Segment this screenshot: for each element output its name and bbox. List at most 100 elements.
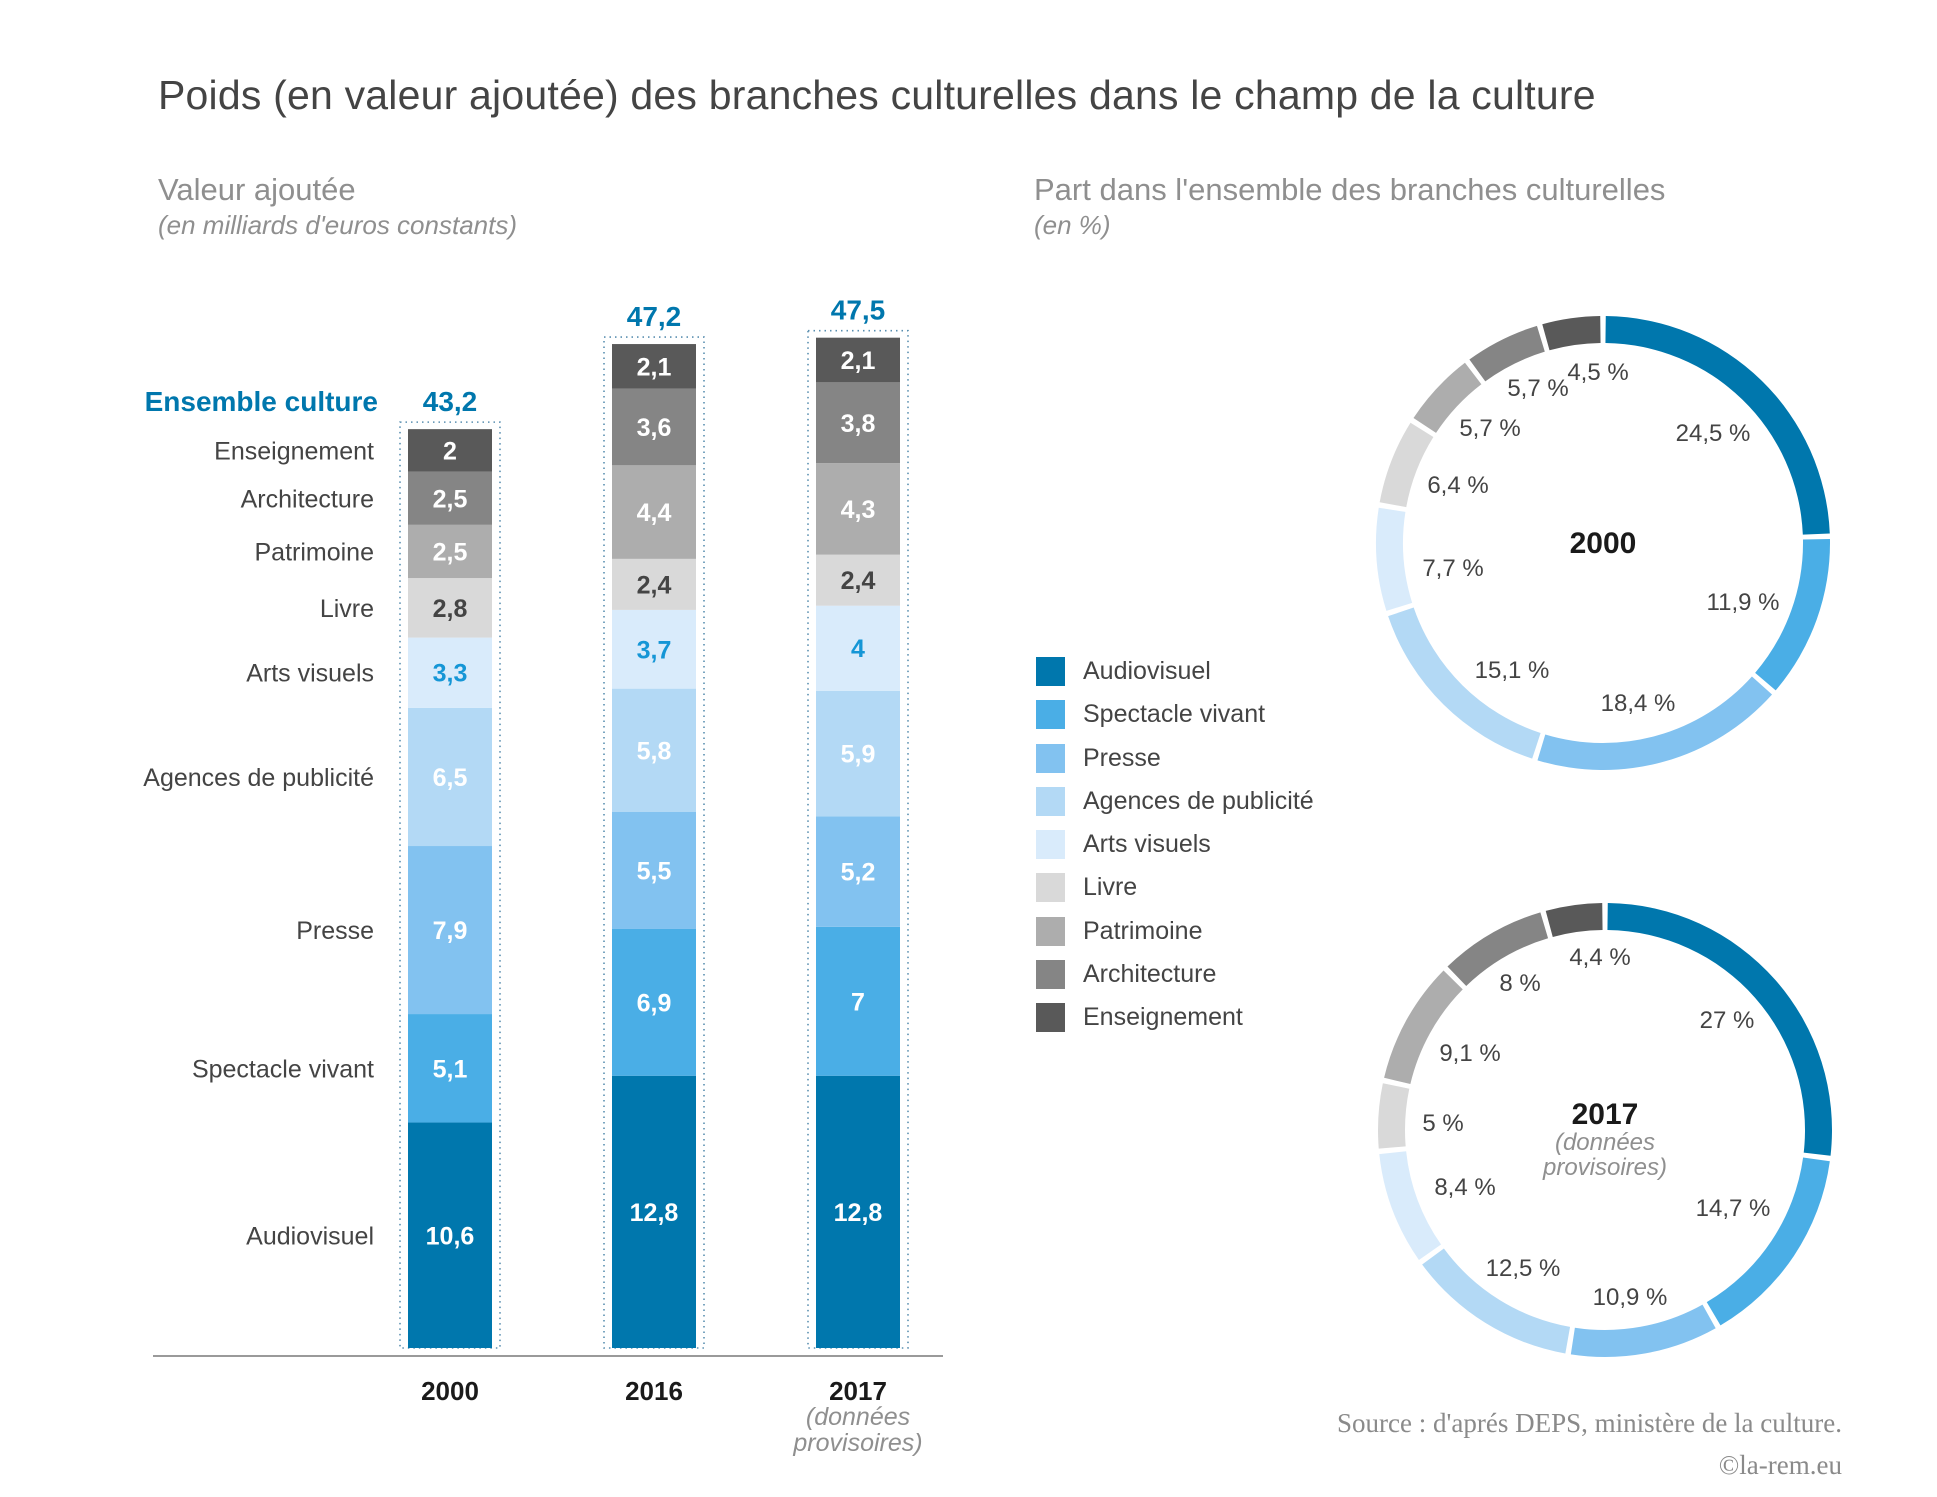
bar-segment-livre-2000 bbox=[408, 578, 492, 638]
legend-item-presse: Presse bbox=[1036, 743, 1314, 773]
bar-panel-note: (en milliards d'euros constants) bbox=[158, 210, 517, 240]
bar-value-label: 5,1 bbox=[433, 1055, 468, 1083]
donut-slice-presse bbox=[1537, 676, 1773, 770]
bar-segment-architecture-2000 bbox=[408, 471, 492, 525]
bar-segment-spectacle-vivant-2017 bbox=[816, 926, 900, 1076]
x-tick-label: 2000 bbox=[421, 1376, 479, 1406]
legend-item-audiovisuel: Audiovisuel bbox=[1036, 657, 1314, 686]
bar-segment-enseignement-2017 bbox=[816, 337, 900, 383]
legend-swatch bbox=[1036, 786, 1065, 816]
donut-center-label: 2000 bbox=[1570, 527, 1637, 560]
donut-slice-label: 24,5 % bbox=[1676, 420, 1751, 447]
bar-segment-livre-2017 bbox=[816, 554, 900, 606]
donut-slice-label: 8,4 % bbox=[1434, 1174, 1495, 1201]
legend-item-arts-visuels: Arts visuels bbox=[1036, 830, 1314, 860]
source-note: Source : d'aprés DEPS, ministère de la c… bbox=[1337, 1408, 1842, 1438]
bar-segment-arts-visuels-2016 bbox=[612, 609, 696, 689]
bar-segment-enseignement-2016 bbox=[612, 344, 696, 389]
donut-slice-enseignement bbox=[1542, 316, 1601, 351]
bar-value-label: 5,5 bbox=[637, 857, 672, 885]
bar-value-label: 2,4 bbox=[637, 571, 672, 599]
bar-segment-spectacle-vivant-2016 bbox=[612, 928, 696, 1076]
legend-swatch bbox=[1036, 960, 1065, 990]
donut-slice-label: 12,5 % bbox=[1486, 1255, 1561, 1282]
legend-label: Presse bbox=[1083, 743, 1161, 772]
bar-segment-agences-de-publicite-2017 bbox=[816, 690, 900, 817]
bar-segment-audiovisuel-2000 bbox=[408, 1122, 492, 1348]
legend-label: Livre bbox=[1083, 873, 1138, 902]
donut-slice-enseignement bbox=[1545, 903, 1603, 937]
series-label-audiovisuel: Audiovisuel bbox=[246, 1222, 374, 1250]
bar-segment-patrimoine-2017 bbox=[816, 463, 900, 555]
bar-value-label: 7 bbox=[851, 988, 865, 1016]
bar-segment-presse-2016 bbox=[612, 811, 696, 929]
series-label-architecture: Architecture bbox=[241, 485, 374, 513]
legend-label: Audiovisuel bbox=[1083, 657, 1211, 685]
total-outline-box bbox=[399, 421, 501, 1349]
donut-slice-label: 11,9 % bbox=[1707, 589, 1780, 616]
series-label-patrimoine: Patrimoine bbox=[255, 538, 375, 566]
bar-value-label: 2,4 bbox=[841, 567, 876, 595]
bar-value-label: 5,2 bbox=[841, 859, 876, 887]
donut-slice-label: 9,1 % bbox=[1439, 1040, 1500, 1067]
bar-panel-heading: Valeur ajoutée bbox=[158, 172, 356, 207]
bar-segment-audiovisuel-2017 bbox=[816, 1075, 900, 1348]
donut-slice-agences-de-publicite bbox=[1422, 1248, 1571, 1354]
bar-value-label: 6,5 bbox=[433, 764, 468, 792]
legend-item-livre: Livre bbox=[1036, 873, 1314, 903]
series-label-agences-de-publicite: Agences de publicité bbox=[143, 764, 374, 792]
donut-slice-livre bbox=[1377, 1083, 1410, 1149]
donut-slice-livre bbox=[1379, 422, 1434, 508]
donut-slice-label: 10,9 % bbox=[1593, 1284, 1668, 1311]
bar-value-label: 5,8 bbox=[637, 737, 672, 765]
legend-item-architecture: Architecture bbox=[1036, 960, 1314, 990]
bar-value-label: 5,9 bbox=[841, 741, 876, 769]
legend-swatch bbox=[1036, 657, 1065, 686]
bar-value-label: 4 bbox=[851, 635, 865, 663]
x-tick-label: 2017 bbox=[829, 1376, 887, 1406]
donut-panel-heading: Part dans l'ensemble des branches cultur… bbox=[1034, 172, 1666, 207]
bar-value-label: 3,3 bbox=[433, 660, 468, 688]
bar-segment-patrimoine-2016 bbox=[612, 465, 696, 559]
bar-value-label: 2,5 bbox=[433, 538, 468, 566]
donut-slice-audiovisuel bbox=[1605, 316, 1830, 535]
legend-swatch bbox=[1036, 830, 1065, 860]
donut-slice-label: 27 % bbox=[1700, 1007, 1755, 1034]
bar-value-label: 2,8 bbox=[433, 595, 468, 623]
donut-slice-spectacle-vivant bbox=[1755, 538, 1830, 691]
bar-value-label: 12,8 bbox=[834, 1199, 883, 1227]
donut-slice-presse bbox=[1570, 1304, 1716, 1357]
total-series-label: Ensemble culture bbox=[145, 386, 378, 417]
chart-title: Poids (en valeur ajoutée) des branches c… bbox=[158, 72, 1596, 118]
bar-total-label: 47,2 bbox=[627, 301, 682, 332]
bar-segment-agences-de-publicite-2016 bbox=[612, 688, 696, 812]
legend-item-enseignement: Enseignement bbox=[1036, 1003, 1314, 1033]
bar-value-label: 2,1 bbox=[637, 353, 672, 381]
legend-label: Architecture bbox=[1083, 960, 1217, 989]
donut-slice-spectacle-vivant bbox=[1706, 1157, 1830, 1326]
donut-slice-label: 8 % bbox=[1499, 970, 1540, 997]
donut-slice-arts-visuels bbox=[1379, 1151, 1442, 1261]
donut-panel-note: (en %) bbox=[1034, 210, 1111, 240]
bar-value-label: 2,5 bbox=[433, 485, 468, 513]
x-tick-note: provisoires) bbox=[792, 1429, 922, 1457]
x-tick-note: (données bbox=[806, 1403, 910, 1431]
stacked-bar-chart: 10,6 Audiovisuel 5,1 Spectacle vivant 7,9 Pre… bbox=[143, 295, 943, 1457]
legend-swatch bbox=[1036, 700, 1065, 730]
legend-swatch bbox=[1036, 1003, 1065, 1033]
bar-value-label: 2 bbox=[443, 437, 457, 465]
legend-swatch bbox=[1036, 743, 1065, 773]
donut-slice-label: 5 % bbox=[1422, 1110, 1463, 1137]
series-label-livre: Livre bbox=[320, 595, 374, 623]
legend-item-agences-de-publicite: Agences de publicité bbox=[1036, 786, 1314, 816]
series-label-spectacle-vivant: Spectacle vivant bbox=[192, 1055, 374, 1083]
bar-segment-livre-2016 bbox=[612, 558, 696, 610]
bar-segment-audiovisuel-2016 bbox=[612, 1075, 696, 1348]
donut-slice-label: 4,5 % bbox=[1567, 359, 1628, 386]
legend: Audiovisuel Spectacle vivant Presse Agen… bbox=[1036, 657, 1314, 1047]
donut-slice-label: 5,7 % bbox=[1459, 415, 1520, 442]
bar-value-label: 3,6 bbox=[637, 414, 672, 442]
legend-swatch bbox=[1036, 916, 1065, 946]
bar-value-label: 3,7 bbox=[637, 636, 672, 664]
donut-chart-2000: 24,5 % 11,9 % 18,4 % 15,1 % 7,7 % 6,4 % 5,7 % 5… bbox=[1375, 316, 1830, 770]
